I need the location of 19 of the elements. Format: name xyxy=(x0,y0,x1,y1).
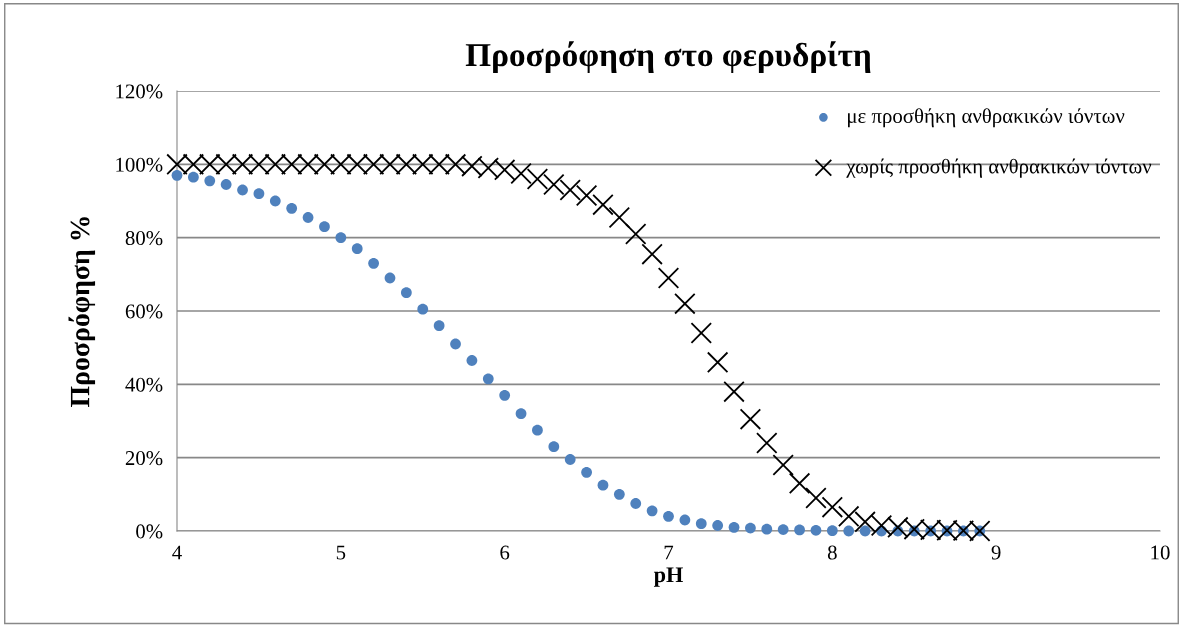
y-tick-label: 20% xyxy=(125,451,163,466)
legend-label: με προσθήκη ανθρακικών ιόντων xyxy=(848,108,1125,128)
y-axis-title: Προσρόφηση % xyxy=(68,217,96,407)
x-tick-label: 9 xyxy=(991,545,1001,560)
x-tick-label: 10 xyxy=(1151,545,1170,560)
legend-label: χωρίς προσθήκη ανθρακικών ιόντων xyxy=(846,158,1152,178)
y-tick-label: 100% xyxy=(116,157,163,172)
y-tick-label: 80% xyxy=(125,231,163,246)
x-axis-title: pH xyxy=(653,567,683,587)
y-tick-label: 0% xyxy=(136,524,163,539)
y-tick-label: 60% xyxy=(125,304,163,319)
x-tick-label: 4 xyxy=(172,545,182,560)
y-tick-label: 40% xyxy=(125,377,163,392)
x-tick-label: 6 xyxy=(500,545,510,560)
chart-title: Προσρόφηση στο φερυδρίτη xyxy=(465,41,871,74)
y-tick-label: 120% xyxy=(116,84,163,99)
x-tick-label: 5 xyxy=(336,545,346,560)
x-tick-label: 8 xyxy=(827,545,837,560)
x-tick-label: 7 xyxy=(664,545,674,560)
